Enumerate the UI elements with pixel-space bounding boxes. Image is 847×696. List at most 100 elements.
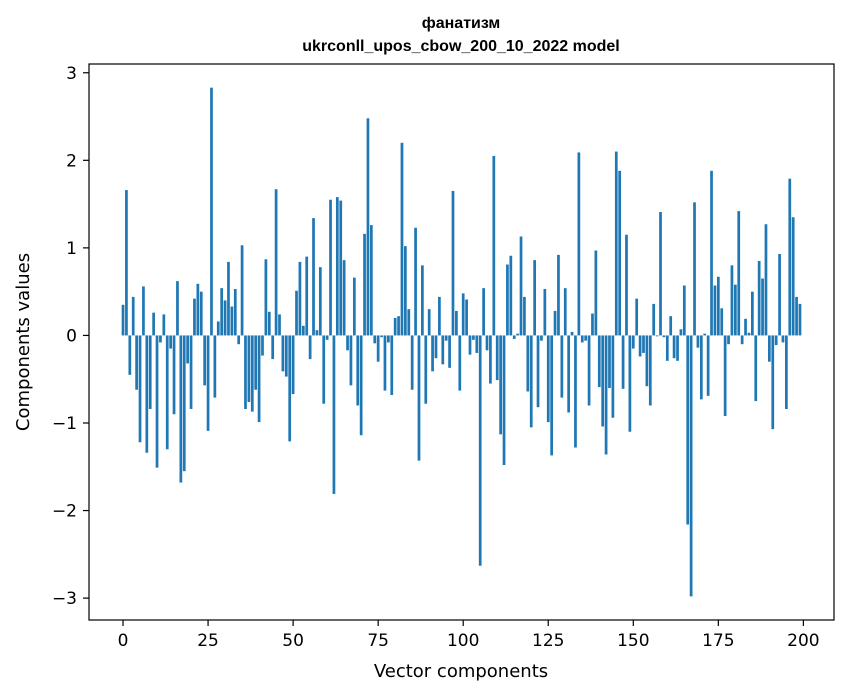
x-tick-label: 75 [367,631,389,651]
bar [791,217,795,336]
bar [682,285,686,336]
bar [390,335,394,395]
bar [369,225,373,336]
bar [669,316,673,336]
bar [349,335,353,386]
bar [737,211,741,336]
bar [274,189,278,336]
bar [288,335,292,442]
bar [155,335,159,468]
bar [298,261,302,336]
bar [574,335,577,448]
bar [584,335,588,341]
bar [380,335,383,338]
bar [597,335,601,388]
bar [631,335,635,349]
bar [655,335,659,337]
chart-subtitle: ukrconll_upos_cbow_200_10_2022 model [302,38,619,55]
bar [495,335,499,381]
bar [441,335,445,365]
bar [611,335,615,418]
bar [125,190,128,336]
bar [305,256,309,336]
x-tick-label: 25 [197,631,219,651]
bar [754,335,758,402]
bar [145,335,149,453]
bar [567,335,571,413]
bar [189,335,193,409]
bar [284,335,288,377]
bar [550,335,554,456]
bar [577,152,581,336]
bar [373,335,377,344]
bar [199,291,203,336]
bar [546,335,550,423]
bar [540,335,543,341]
bar [785,335,788,409]
bar [795,296,798,336]
bar [172,335,176,415]
x-tick-label: 100 [447,631,479,651]
bar [482,288,485,336]
bar [230,306,234,336]
bar [213,335,217,398]
plot-frame [88,63,835,621]
bar [325,335,329,340]
bar [774,335,778,346]
bar [536,335,540,408]
bar [659,211,662,336]
bar [138,335,142,443]
bar [788,178,792,336]
bar [730,265,734,336]
bar [356,335,360,406]
bar [264,259,268,336]
bar [121,304,125,336]
bar [223,300,227,336]
bar [227,261,230,336]
y-tick-label: −1 [52,414,77,434]
bar [206,335,210,431]
bar [261,335,264,356]
bar [533,260,536,336]
bar [424,335,428,404]
bar [131,296,135,336]
bar [723,335,727,416]
bar [128,335,132,375]
bar [570,331,574,336]
bar [703,333,707,336]
bar [587,335,591,406]
bar [335,197,339,336]
bar [625,234,628,336]
bar [165,335,169,450]
bar [332,335,336,494]
bar [196,283,200,336]
bar [499,335,502,435]
bar [281,335,285,372]
bar [383,335,387,391]
bar [376,335,380,362]
bars-group [121,87,802,597]
bar [169,335,172,349]
bar [455,310,458,336]
bar [706,335,710,396]
bar [301,325,305,336]
bar [519,236,523,336]
bar [312,218,315,336]
bar [267,311,271,336]
bar [210,87,213,336]
bar [159,335,162,343]
bar [478,335,482,566]
bar [247,335,251,402]
x-tick-label: 175 [702,631,734,651]
bar [543,289,547,336]
y-tick-label: 1 [66,239,77,259]
bar [461,293,465,336]
bar [771,335,775,430]
bar [220,288,224,336]
y-tick-label: 0 [66,326,77,346]
bar [621,335,625,389]
y-axis-ticks: 3 2 1 0 −1 −2 −3 [52,64,89,609]
bar [254,335,258,390]
bar [638,335,642,357]
